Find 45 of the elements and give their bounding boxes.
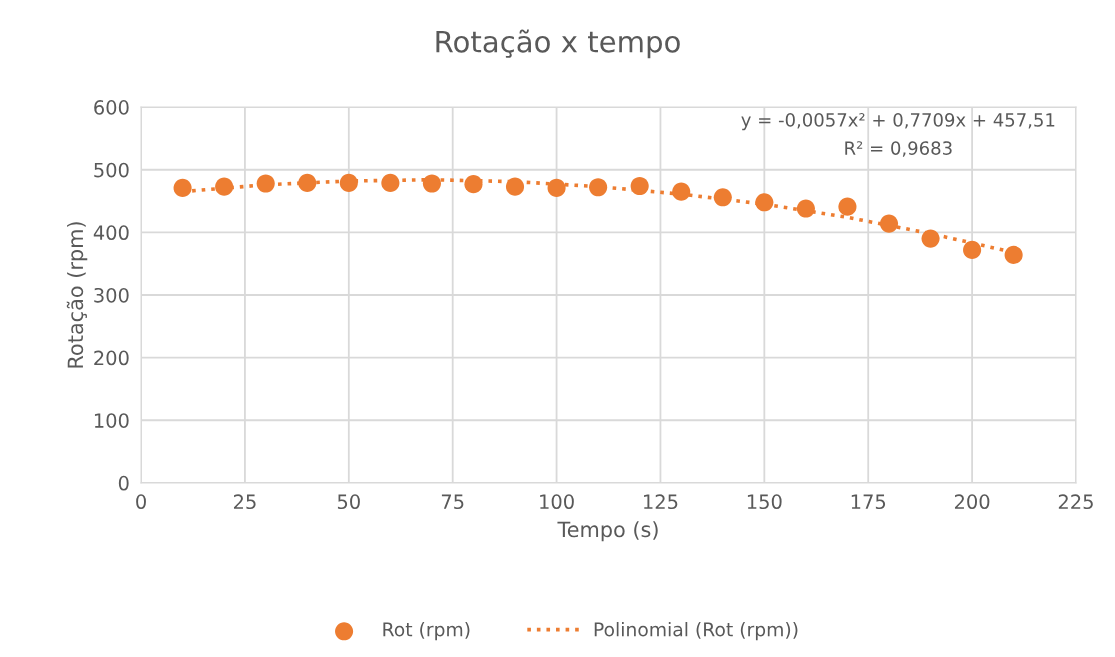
point [838,197,857,216]
point [505,177,525,196]
y-tick-label: 300 [94,287,129,303]
point [381,173,400,192]
point [173,178,192,197]
x-tick-label: 25 [233,494,256,510]
y-tick-label: 600 [94,100,129,115]
point [963,240,982,259]
annotation: y = -0,0057x² + 0,7709x + 457,51 [741,113,1055,131]
x-tick-label: 100 [540,494,574,510]
legend-label: Rot (rpm) [383,622,470,641]
y-tick-label: 0 [118,475,129,491]
point [298,173,317,192]
point [672,182,691,201]
x-tick-label: 225 [1058,494,1093,510]
point [547,178,566,197]
x-axis-title: Tempo (s) [557,521,658,542]
point [589,178,608,197]
y-tick-label: 100 [94,413,129,428]
point [256,174,275,193]
y-tick-label: 500 [94,162,129,178]
x-tick-label: 125 [644,494,678,510]
x-tick-label: 50 [337,494,360,510]
point [755,193,774,212]
x-tick-label: 75 [441,494,464,510]
y-tick-label: 400 [93,225,129,241]
y-axis-title: Rotação (rpm) [66,222,88,368]
point [713,188,732,207]
annotation: R² = 0,9683 [845,141,952,157]
point [422,174,441,193]
point [630,176,649,196]
point [1004,245,1023,264]
x-tick-label: 150 [747,494,782,510]
point [215,177,234,196]
legend-label: Polinomial (Rot (rpm)) [594,621,798,641]
point [339,173,358,192]
point [879,214,899,233]
y-tick-label: 200 [94,350,129,366]
x-tick-label: 0 [136,494,146,510]
point [921,229,940,248]
point [796,199,815,218]
point [464,175,483,194]
chart-title: Rotação x tempo [436,29,680,59]
x-tick-label: 200 [954,494,990,510]
x-tick-label: 175 [851,494,886,510]
